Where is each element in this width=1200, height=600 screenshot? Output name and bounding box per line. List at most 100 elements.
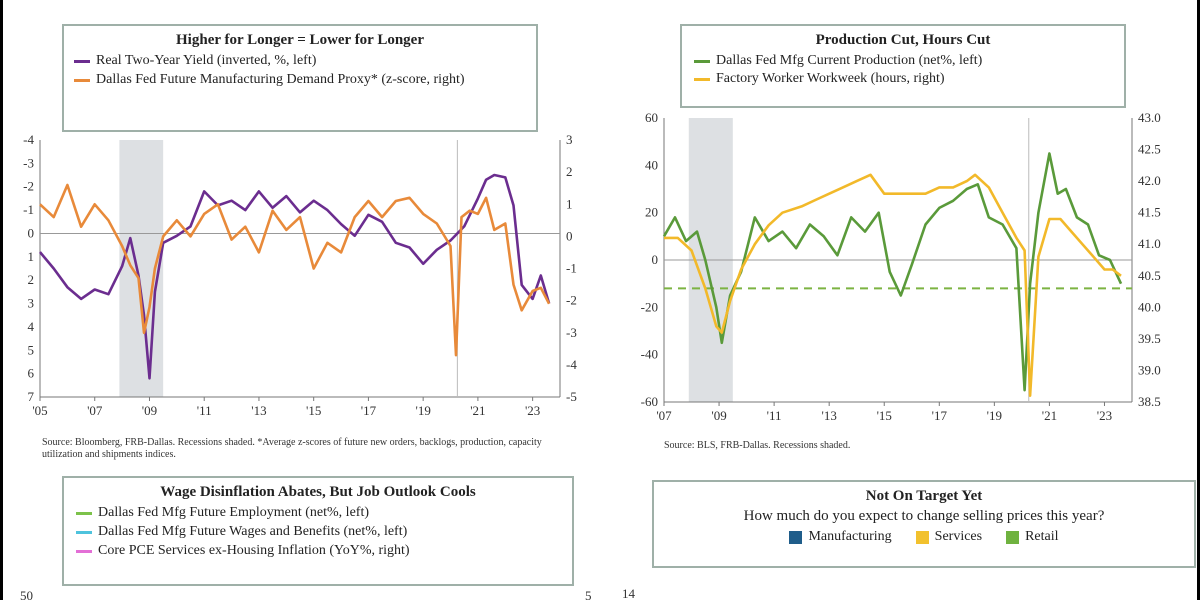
chart-1-x-tick-label: '19 [415, 403, 430, 418]
chart-3-legend-item-2: Dallas Fed Mfg Future Wages and Benefits… [76, 524, 572, 540]
chart-1-series-1-swatch [74, 59, 90, 63]
chart-1-left-tick-label: 6 [28, 366, 35, 381]
chart-1-x-tick-label: '05 [32, 403, 47, 418]
chart-2-series-2-swatch [694, 77, 710, 81]
chart-4-legend-item-3: Retail [1006, 529, 1059, 545]
chart-3-legend-item-3: Core PCE Services ex-Housing Inflation (… [76, 543, 572, 559]
left-frame-edge [0, 0, 3, 600]
chart-2-plot: 60 40 20 0 -20 -40 -60 43.0 42.5 42.0 41.5 41.0 40.5… [641, 110, 1161, 423]
chart-1-series-1-label: Real Two-Year Yield (inverted, %, left) [96, 53, 317, 68]
chart-1-right-tick-label: -3 [566, 325, 577, 340]
chart-2-left-tick-label: -60 [641, 394, 658, 409]
chart-1-left-tick-label: -3 [23, 155, 34, 170]
chart-2-series-1-swatch [694, 59, 710, 63]
chart-1-source-note: Source: Bloomberg, FRB-Dallas. Recession… [42, 437, 542, 460]
right-frame-edge [1197, 0, 1200, 600]
chart-3-series-1-swatch [76, 511, 92, 515]
chart-1-right-tick-label: 0 [566, 228, 573, 243]
chart-2-left-tick-label: 60 [645, 110, 658, 125]
chart-1-left-tick-label: 7 [28, 389, 35, 404]
chart-3-series-3-swatch [76, 549, 92, 553]
chart-2-x-tick-label: '15 [877, 408, 892, 423]
chart-2-left-tick-label: 0 [652, 252, 659, 267]
chart-2-left-tick-label: -20 [641, 299, 658, 314]
chart-4-legend-item-2: Services [915, 529, 983, 545]
chart-2-x-tick-label: '13 [822, 408, 837, 423]
chart-2-right-tick-label: 41.5 [1138, 205, 1161, 220]
chart-2-right-tick-label: 39.5 [1138, 331, 1161, 346]
chart-1-x-tick-label: '09 [142, 403, 157, 418]
chart-4-legend-item-1: Manufacturing [789, 529, 892, 545]
chart-2-right-tick-label: 42.0 [1138, 173, 1161, 188]
chart-1-legend-item-2: Dallas Fed Future Manufacturing Demand P… [74, 71, 514, 89]
chart-1-x-tick-label: '23 [525, 403, 540, 418]
chart-2-right-tick-label: 40.0 [1138, 299, 1161, 314]
chart-4-panel: Not On Target Yet How much do you expect… [600, 470, 1200, 600]
chart-1-x-tick-label: '13 [251, 403, 266, 418]
chart-2-right-tick-label: 39.0 [1138, 362, 1161, 377]
chart-2-x-tick-label: '11 [767, 408, 782, 423]
chart-4-title: Not On Target Yet [865, 488, 983, 504]
chart-2-series-2-label: Factory Worker Workweek (hours, right) [716, 71, 945, 86]
chart-1-title: Higher for Longer = Lower for Longer [176, 32, 424, 48]
chart-1-legend: Higher for Longer = Lower for Longer Rea… [62, 24, 538, 132]
chart-1-series-2-swatch [74, 78, 90, 82]
chart-2-title: Production Cut, Hours Cut [815, 32, 991, 48]
chart-3-series-3-label: Core PCE Services ex-Housing Inflation (… [98, 543, 410, 558]
chart-1-left-tick-label: -1 [23, 202, 34, 217]
chart-2-legend-item-2: Factory Worker Workweek (hours, right) [694, 71, 1124, 87]
chart-1-left-tick-label: 0 [28, 225, 35, 240]
chart-1-right-tick-label: -5 [566, 389, 577, 404]
chart-4-series-1-label: Manufacturing [808, 529, 892, 544]
chart-2-left-tick-label: 40 [645, 157, 658, 172]
chart-2-left-tick-label: -40 [641, 347, 658, 362]
chart-2-x-tick-label: '19 [987, 408, 1002, 423]
chart-4-legend: Not On Target Yet How much do you expect… [652, 480, 1196, 568]
chart-2-left-tick-label: 20 [645, 205, 658, 220]
chart-2-legend: Production Cut, Hours Cut Dallas Fed Mfg… [680, 24, 1126, 108]
chart-3-legend: Wage Disinflation Abates, But Job Outloo… [62, 476, 574, 586]
chart-1-right-tick-label: -2 [566, 293, 577, 308]
chart-1-series-2-label: Dallas Fed Future Manufacturing Demand P… [96, 72, 465, 87]
chart-3-right-tick: 5 [585, 588, 592, 600]
chart-1-panel: -4 -3 -2 -1 0 1 2 3 4 5 6 7 3 2 1 0 -1 -2 -3 -4 -5 '05 '07 '09 '… [0, 0, 600, 470]
chart-3-series-2-swatch [76, 530, 92, 534]
chart-4-series-3-label: Retail [1025, 529, 1059, 544]
chart-2-x-tick-label: '23 [1097, 408, 1112, 423]
chart-1-x-tick-label: '15 [306, 403, 321, 418]
chart-2-source-note: Source: BLS, FRB-Dallas. Recessions shad… [664, 440, 851, 451]
chart-3-series-2-label: Dallas Fed Mfg Future Wages and Benefits… [98, 524, 408, 539]
chart-1-x-tick-label: '07 [87, 403, 103, 418]
chart-1-left-tick-label: 1 [28, 249, 35, 264]
chart-4-series-3-swatch [1006, 530, 1020, 544]
chart-4-series-2-swatch [915, 530, 929, 544]
chart-1-left-tick-label: -2 [23, 179, 34, 194]
chart-1-right-tick-label: -1 [566, 261, 577, 276]
chart-1-left-tick-label: -4 [23, 132, 34, 147]
chart-1-x-tick-label: '11 [197, 403, 212, 418]
chart-1-legend-item-1: Real Two-Year Yield (inverted, %, left) [74, 53, 536, 69]
chart-3-title: Wage Disinflation Abates, But Job Outloo… [160, 484, 476, 500]
chart-1-right-tick-label: -4 [566, 357, 577, 372]
chart-4-legend-row: Manufacturing Services Retail [654, 529, 1194, 545]
chart-2-legend-item-1: Dallas Fed Mfg Current Production (net%,… [694, 53, 1124, 69]
chart-1-right-tick-label: 3 [566, 132, 573, 147]
chart-1-left-tick-label: 3 [28, 296, 35, 311]
chart-1-series-1-line [39, 173, 551, 380]
chart-1-right-tick-label: 1 [566, 196, 573, 211]
chart-2-x-tick-label: '17 [932, 408, 948, 423]
chart-1-x-tick-label: '21 [470, 403, 485, 418]
chart-3-series-1-label: Dallas Fed Mfg Future Employment (net%, … [98, 505, 369, 520]
chart-2-right-tick-label: 43.0 [1138, 110, 1161, 125]
chart-1-left-tick-label: 2 [28, 272, 35, 287]
chart-2-right-tick-label: 41.0 [1138, 236, 1161, 251]
chart-2-panel: 60 40 20 0 -20 -40 -60 43.0 42.5 42.0 41.5 41.0 40.5… [600, 0, 1200, 470]
chart-2-series-1-label: Dallas Fed Mfg Current Production (net%,… [716, 53, 983, 68]
chart-1-recession-shade [119, 140, 164, 397]
chart-1-right-tick-label: 2 [566, 164, 573, 179]
chart-4-series-1-swatch [789, 530, 803, 544]
chart-3-left-tick: 50 [20, 588, 33, 600]
chart-1-series-2-line [39, 183, 551, 357]
chart-4-series-2-label: Services [934, 529, 983, 544]
chart-2-right-tick-label: 38.5 [1138, 394, 1161, 409]
